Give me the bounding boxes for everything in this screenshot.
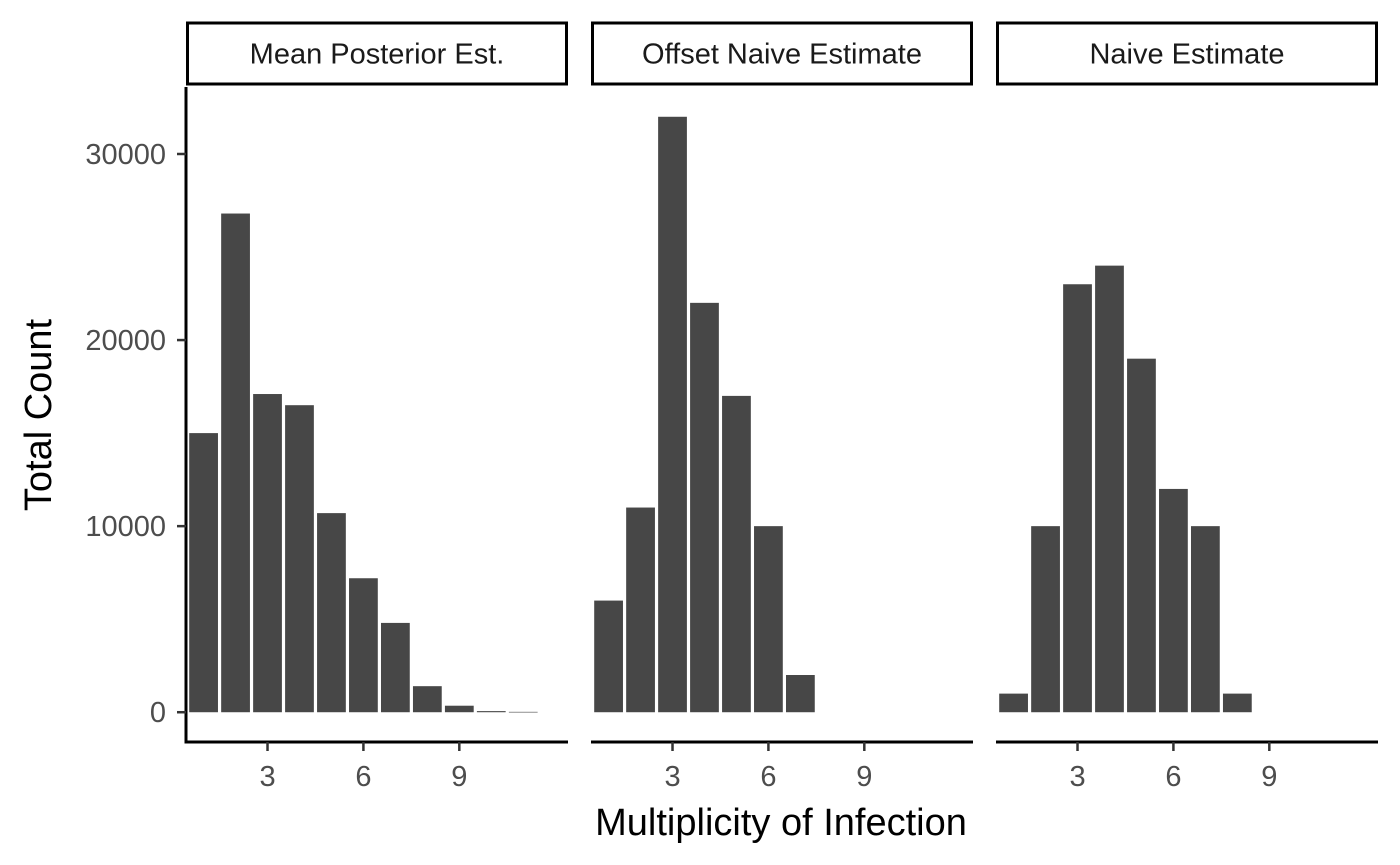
bar [380,622,410,713]
facet-strip [186,21,568,86]
bar [754,526,783,713]
y-axis-title: Total Count [18,318,60,511]
panel-2: Offset Naive Estimate 3 6 9 [591,21,973,793]
x-tick-label: 3 [1069,761,1085,793]
bar [476,711,506,713]
bar [658,116,687,713]
bar [444,705,474,713]
y-tick-label: 10000 [85,511,166,543]
bar [285,405,314,713]
bar [690,302,719,713]
bar [999,693,1028,713]
bar [1031,526,1060,713]
x-tick-label: 6 [1165,761,1181,793]
x-tick-label: 9 [1261,761,1277,793]
y-tick-label: 30000 [85,139,166,171]
x-tick-label: 9 [451,761,467,793]
panel-3: Naive Estimate 3 6 9 [996,21,1378,793]
bar [412,686,442,713]
bar [189,433,218,713]
panel-1: Mean Posterior Est. 3 6 9 [186,21,568,793]
x-tick-label: 6 [760,761,776,793]
x-axis-title: Multiplicity of Infection [595,802,967,844]
bar [253,394,282,713]
bar [221,213,250,713]
bar [594,600,623,713]
bar [1159,488,1188,713]
bar [1127,358,1156,713]
facet-title: Naive Estimate [1089,39,1284,71]
bar [317,513,346,713]
x-tick-label: 3 [664,761,680,793]
facet-strip [591,21,973,86]
x-tick-label: 6 [355,761,371,793]
bar [1095,265,1124,713]
bar [508,711,538,713]
bar [722,395,751,713]
bar [1190,526,1220,713]
bar [1222,693,1252,713]
bar [349,578,378,713]
x-tick-label: 3 [259,761,275,793]
x-tick-label: 9 [856,761,872,793]
y-tick-label: 0 [150,697,166,729]
bar [785,675,815,713]
y-axis: 0 10000 20000 30000 [85,87,188,744]
y-tick-label: 20000 [85,325,166,357]
facet-title: Offset Naive Estimate [642,39,922,71]
facet-strip [996,21,1378,86]
bar [1063,284,1092,713]
facet-title: Mean Posterior Est. [250,39,505,71]
bar [626,507,655,713]
